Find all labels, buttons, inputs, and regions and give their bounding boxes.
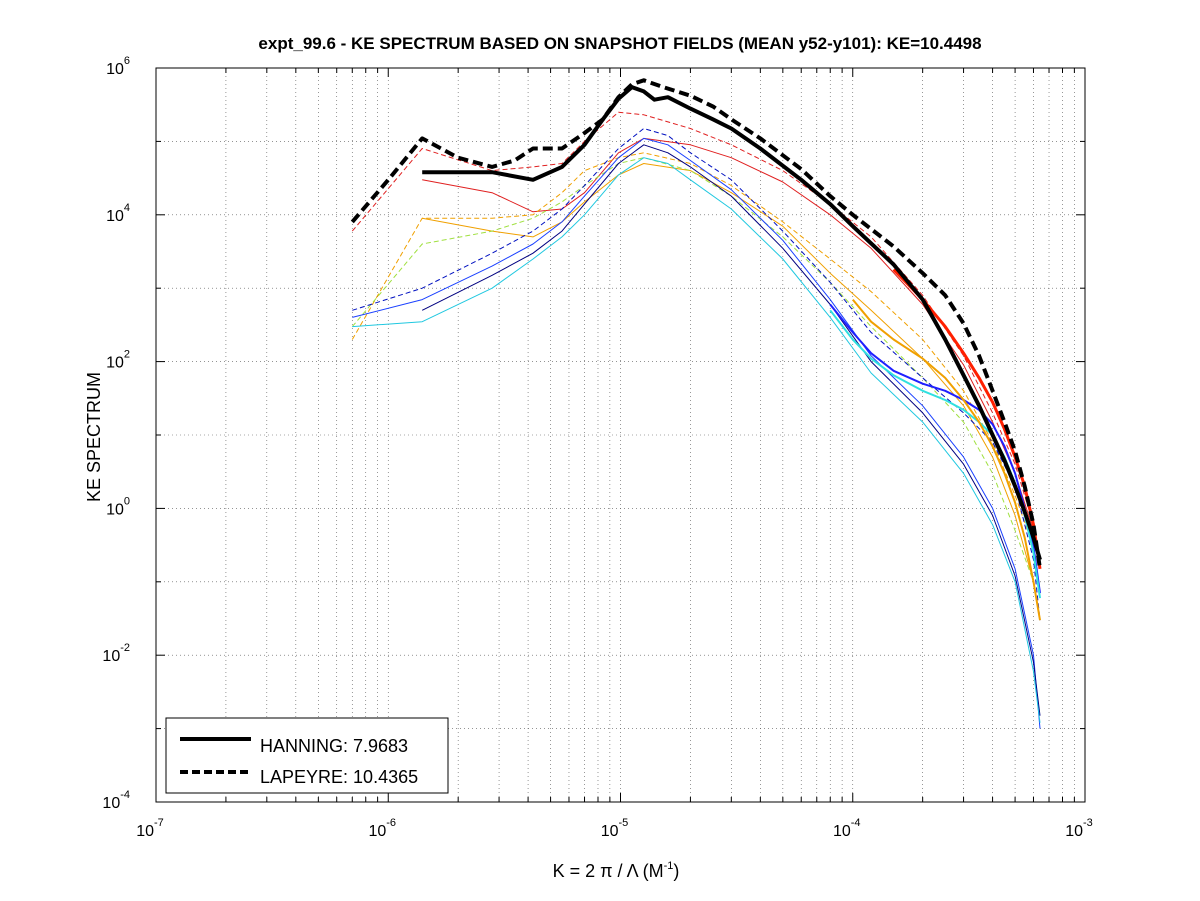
grid-lines — [156, 68, 1085, 802]
series-line-14 — [852, 298, 1041, 621]
legend-label-hanning: HANNING: 7.9683 — [260, 736, 408, 756]
series-line-10 — [352, 157, 1041, 723]
y-tick-labels: 10-4 10-2 100 102 104 106 — [102, 55, 130, 812]
chart-title: expt_99.6 - KE SPECTRUM BASED ON SNAPSHO… — [258, 34, 981, 53]
x-tick-label: 10-7 — [136, 817, 164, 840]
y-tick-label: 10-4 — [102, 789, 130, 812]
x-tick-label: 10-4 — [833, 817, 861, 840]
series-line-0 — [422, 85, 1042, 561]
x-tick-labels: 10-7 10-6 10-5 10-4 10-3 — [136, 817, 1093, 840]
x-axis-label: K = 2 π / Λ (M-1) — [553, 860, 680, 881]
x-tick-label: 10-6 — [368, 817, 396, 840]
y-tick-label: 106 — [106, 55, 130, 78]
data-series — [350, 78, 1042, 729]
y-tick-label: 100 — [106, 495, 130, 518]
legend-label-lapeyre: LAPEYRE: 10.4365 — [260, 767, 418, 787]
series-line-6 — [351, 157, 1034, 582]
y-tick-label: 10-2 — [102, 642, 130, 665]
y-tick-label: 102 — [106, 349, 130, 372]
legend-box — [165, 717, 449, 794]
series-line-1 — [350, 78, 1042, 570]
y-tick-label: 104 — [106, 202, 130, 225]
series-line-3 — [422, 137, 1034, 531]
legend: HANNING: 7.9683 LAPEYRE: 10.4365 — [165, 717, 449, 794]
series-line-7 — [352, 128, 1041, 621]
tick-marks — [156, 67, 1085, 803]
x-tick-label: 10-3 — [1065, 817, 1093, 840]
x-tick-label: 10-5 — [601, 817, 629, 840]
series-line-9 — [421, 144, 1041, 716]
y-axis-label: KE SPECTRUM — [84, 372, 104, 502]
series-line-8 — [352, 137, 1041, 729]
